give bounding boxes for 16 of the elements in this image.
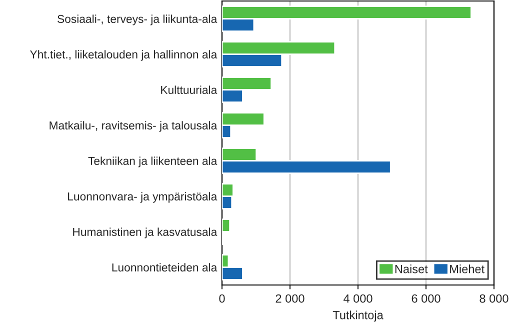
y-tick-label: Luonnonvara- ja ympäristöala xyxy=(68,192,218,203)
x-tick-label: 0 xyxy=(219,294,225,303)
legend-label: Miehet xyxy=(450,264,484,274)
y-tick-label: Matkailu-, ravitsemis- ja talousala xyxy=(50,121,218,132)
x-tick-label: 6 000 xyxy=(412,294,440,303)
y-tick-label: Yht.tiet., liiketalouden ja hallinnon ala xyxy=(30,50,218,61)
y-tick-label: Luonnontieteiden ala xyxy=(112,263,218,272)
x-tick-label: 2 000 xyxy=(276,294,304,303)
y-tick-label: Sosiaali-, terveys- ja liikunta-ala xyxy=(58,14,218,26)
y-tick-label: Humanistinen ja kasvatusala xyxy=(73,228,218,238)
x-tick-label: 8 000 xyxy=(480,294,508,303)
x-axis-title: Tutkintoja xyxy=(332,310,384,322)
x-tick-label: 4 000 xyxy=(344,294,372,303)
y-tick-label: Kulttuuriala xyxy=(161,86,218,94)
y-tick-label: Tekniikan ja liikenteen ala xyxy=(88,156,218,168)
legend-label: Naiset xyxy=(395,264,428,274)
